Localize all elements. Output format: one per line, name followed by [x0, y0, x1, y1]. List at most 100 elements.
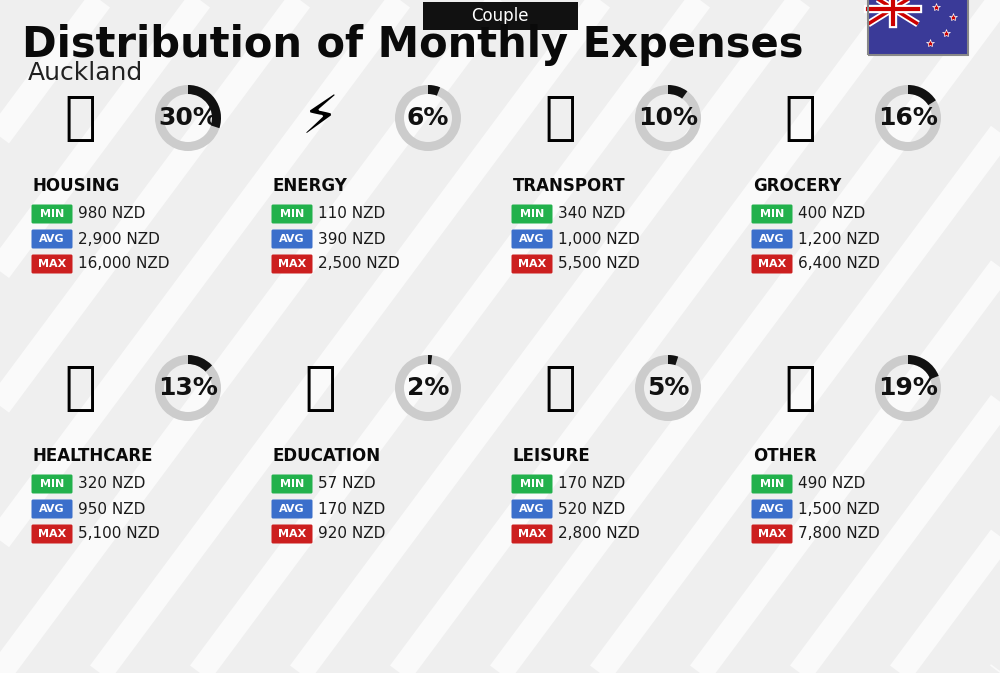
Text: MAX: MAX [518, 529, 546, 539]
Wedge shape [395, 355, 461, 421]
Text: 320 NZD: 320 NZD [78, 476, 145, 491]
Text: MAX: MAX [278, 259, 306, 269]
FancyBboxPatch shape [512, 474, 552, 493]
FancyBboxPatch shape [752, 229, 792, 248]
Text: MIN: MIN [280, 209, 304, 219]
Text: 2%: 2% [407, 376, 449, 400]
Text: MIN: MIN [520, 479, 544, 489]
Text: 980 NZD: 980 NZD [78, 207, 145, 221]
FancyBboxPatch shape [868, 0, 968, 55]
Text: AVG: AVG [279, 234, 305, 244]
Text: Auckland: Auckland [28, 61, 143, 85]
Text: 13%: 13% [158, 376, 218, 400]
Text: 30%: 30% [158, 106, 218, 130]
FancyBboxPatch shape [272, 524, 312, 544]
Text: AVG: AVG [519, 234, 545, 244]
Text: AVG: AVG [279, 504, 305, 514]
FancyBboxPatch shape [32, 254, 72, 273]
Wedge shape [428, 355, 432, 364]
Wedge shape [155, 355, 221, 421]
Text: 2,500 NZD: 2,500 NZD [318, 256, 400, 271]
FancyBboxPatch shape [272, 474, 312, 493]
Text: 2,800 NZD: 2,800 NZD [558, 526, 640, 542]
Text: 400 NZD: 400 NZD [798, 207, 865, 221]
FancyBboxPatch shape [272, 205, 312, 223]
Text: AVG: AVG [759, 504, 785, 514]
Text: 7,800 NZD: 7,800 NZD [798, 526, 880, 542]
FancyBboxPatch shape [752, 474, 792, 493]
Text: 🏢: 🏢 [64, 92, 96, 144]
Text: 10%: 10% [638, 106, 698, 130]
Text: LEISURE: LEISURE [513, 447, 591, 465]
Text: MAX: MAX [38, 259, 66, 269]
Text: 5%: 5% [647, 376, 689, 400]
Text: 🎓: 🎓 [304, 362, 336, 414]
FancyBboxPatch shape [32, 474, 72, 493]
FancyBboxPatch shape [512, 499, 552, 518]
Text: 1,200 NZD: 1,200 NZD [798, 232, 880, 246]
Text: 💊: 💊 [64, 362, 96, 414]
Text: 920 NZD: 920 NZD [318, 526, 385, 542]
Text: 1,500 NZD: 1,500 NZD [798, 501, 880, 516]
Text: AVG: AVG [39, 234, 65, 244]
Text: 🛒: 🛒 [784, 92, 816, 144]
Text: 110 NZD: 110 NZD [318, 207, 385, 221]
Text: 950 NZD: 950 NZD [78, 501, 145, 516]
Text: GROCERY: GROCERY [753, 177, 841, 195]
Text: AVG: AVG [519, 504, 545, 514]
Text: Couple: Couple [471, 7, 529, 25]
Text: AVG: AVG [39, 504, 65, 514]
Wedge shape [188, 85, 221, 128]
Text: 490 NZD: 490 NZD [798, 476, 865, 491]
Text: MIN: MIN [40, 209, 64, 219]
Text: OTHER: OTHER [753, 447, 817, 465]
Text: 170 NZD: 170 NZD [318, 501, 385, 516]
Text: HOUSING: HOUSING [33, 177, 120, 195]
FancyBboxPatch shape [752, 205, 792, 223]
Text: 5,100 NZD: 5,100 NZD [78, 526, 160, 542]
Text: 340 NZD: 340 NZD [558, 207, 625, 221]
Text: MIN: MIN [760, 479, 784, 489]
Text: AVG: AVG [759, 234, 785, 244]
Text: 6%: 6% [407, 106, 449, 130]
Text: TRANSPORT: TRANSPORT [513, 177, 626, 195]
FancyBboxPatch shape [752, 499, 792, 518]
FancyBboxPatch shape [272, 254, 312, 273]
Text: 🛍: 🛍 [544, 362, 576, 414]
Wedge shape [188, 355, 212, 371]
Text: 16%: 16% [878, 106, 938, 130]
Wedge shape [155, 85, 221, 151]
Text: MIN: MIN [280, 479, 304, 489]
Text: 16,000 NZD: 16,000 NZD [78, 256, 170, 271]
Text: 5,500 NZD: 5,500 NZD [558, 256, 640, 271]
Text: MAX: MAX [278, 529, 306, 539]
FancyBboxPatch shape [32, 229, 72, 248]
FancyBboxPatch shape [272, 229, 312, 248]
Wedge shape [668, 85, 687, 98]
Text: MIN: MIN [40, 479, 64, 489]
Wedge shape [668, 355, 678, 365]
Text: 390 NZD: 390 NZD [318, 232, 386, 246]
Text: MAX: MAX [38, 529, 66, 539]
Text: MIN: MIN [760, 209, 784, 219]
Text: 1,000 NZD: 1,000 NZD [558, 232, 640, 246]
FancyBboxPatch shape [422, 2, 578, 30]
FancyBboxPatch shape [512, 229, 552, 248]
Text: 19%: 19% [878, 376, 938, 400]
FancyBboxPatch shape [32, 499, 72, 518]
FancyBboxPatch shape [272, 499, 312, 518]
Wedge shape [428, 85, 440, 96]
Text: MAX: MAX [518, 259, 546, 269]
Text: ENERGY: ENERGY [273, 177, 348, 195]
FancyBboxPatch shape [752, 524, 792, 544]
Text: ⚡: ⚡ [302, 92, 338, 144]
Text: HEALTHCARE: HEALTHCARE [33, 447, 154, 465]
Text: 🚌: 🚌 [544, 92, 576, 144]
Text: 57 NZD: 57 NZD [318, 476, 376, 491]
Wedge shape [875, 355, 941, 421]
Text: MAX: MAX [758, 259, 786, 269]
FancyBboxPatch shape [32, 524, 72, 544]
Text: 6,400 NZD: 6,400 NZD [798, 256, 880, 271]
Wedge shape [395, 85, 461, 151]
Text: MIN: MIN [520, 209, 544, 219]
